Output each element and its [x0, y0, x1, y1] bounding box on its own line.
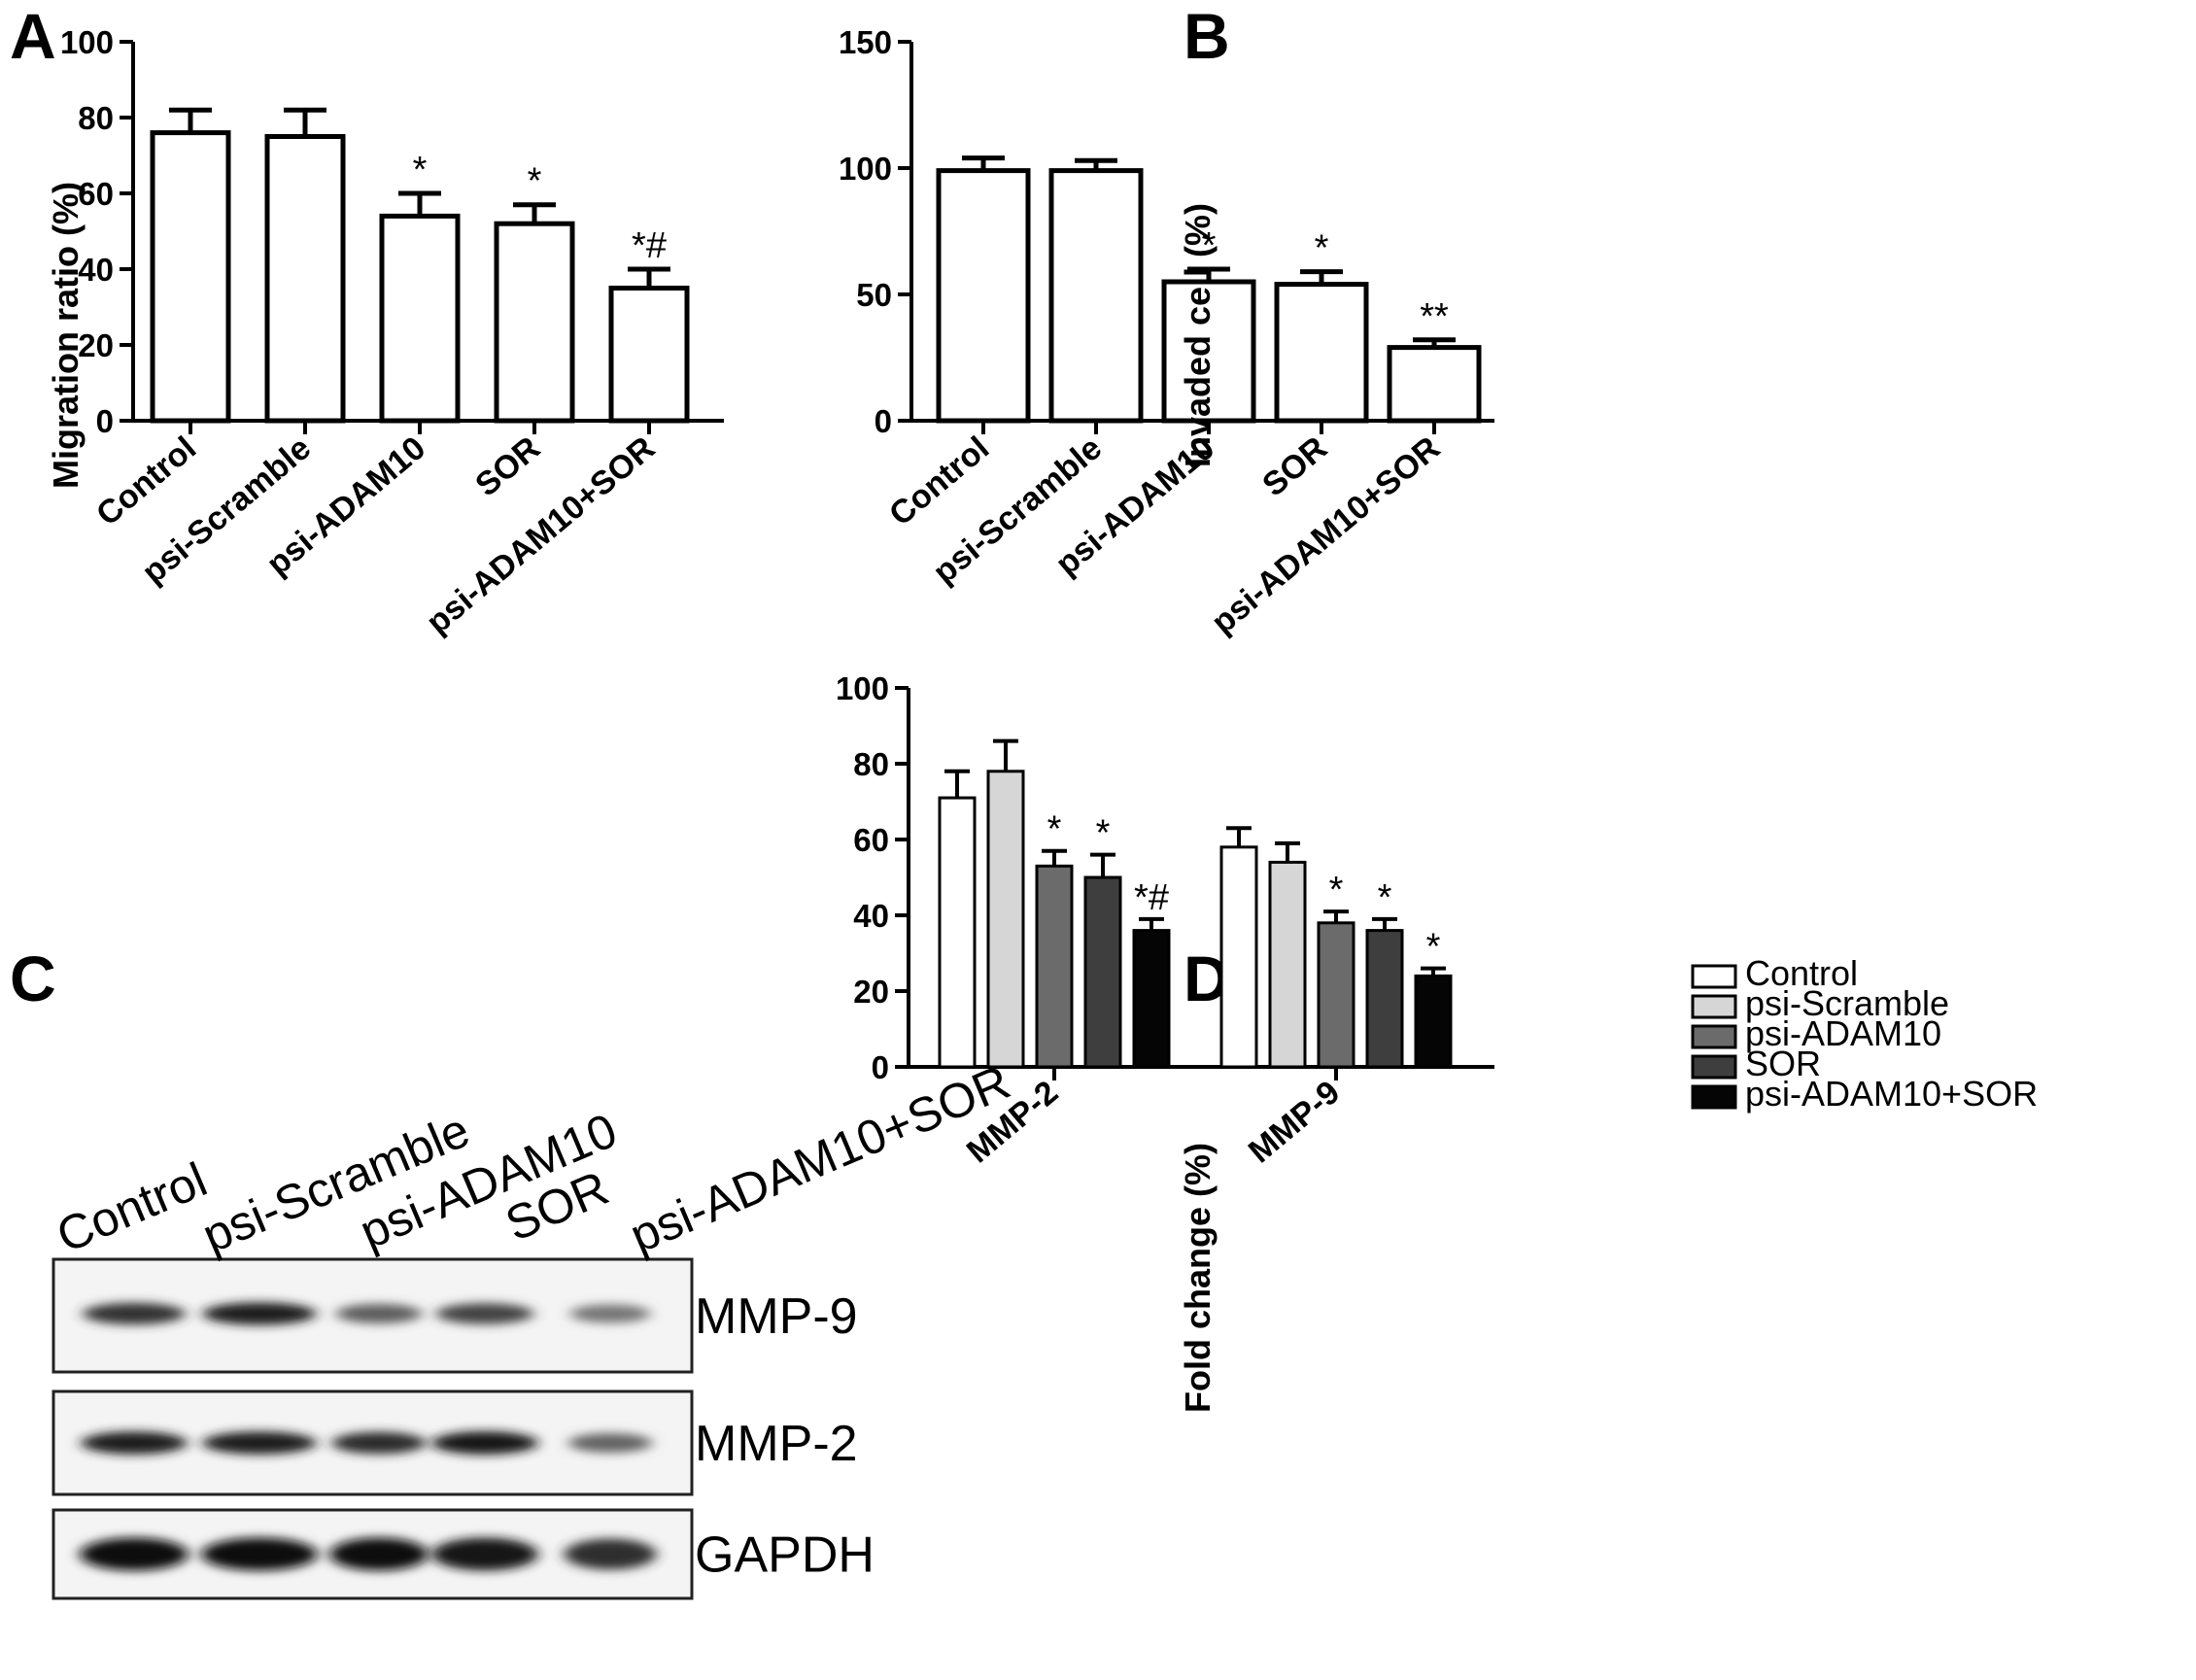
bar — [494, 221, 575, 424]
legend-label: psi-ADAM10+SOR — [1745, 1074, 2038, 1114]
significance-label: * — [1426, 927, 1441, 968]
legend-label: psi-Scramble — [1745, 983, 1949, 1023]
chart-invasion: 050100150Controlpsi-Scramble*psi-ADAM10*… — [839, 24, 1494, 641]
y-tick-label: 20 — [78, 327, 114, 363]
protein-band — [80, 1537, 189, 1571]
bar — [986, 770, 1025, 1069]
significance-label: * — [1047, 809, 1062, 850]
y-tick-label: 100 — [60, 24, 114, 60]
bar — [1219, 845, 1258, 1069]
bar — [608, 286, 690, 424]
significance-label: * — [1202, 225, 1217, 266]
y-tick-label: 40 — [853, 898, 889, 934]
y-tick-label: 40 — [78, 252, 114, 288]
significance-label: *# — [1134, 877, 1169, 918]
bar — [1274, 282, 1369, 424]
significance-label: * — [1329, 870, 1344, 910]
y-tick-label: 100 — [836, 670, 889, 706]
protein-band — [202, 1302, 317, 1325]
protein-band — [81, 1431, 188, 1455]
protein-band — [569, 1304, 651, 1323]
panel-label-a: A — [10, 0, 56, 72]
protein-band — [329, 1537, 429, 1571]
bar — [150, 130, 231, 424]
protein-band — [431, 1537, 538, 1571]
protein-band — [431, 1431, 538, 1455]
bar — [1387, 345, 1482, 424]
legend-swatch — [1691, 994, 1737, 1019]
bar — [1317, 921, 1355, 1069]
legend-swatch — [1691, 964, 1737, 989]
y-tick-label: 80 — [853, 746, 889, 782]
chart-a-ylabel: Migration ratio (%) — [46, 182, 86, 489]
bar — [1414, 974, 1453, 1069]
panel-label-b: B — [1184, 0, 1230, 72]
legend-swatch — [1691, 1024, 1737, 1049]
significance-label: * — [1315, 228, 1329, 269]
chart-b-ylabel: Invaded cell (%) — [1178, 203, 1218, 467]
protein-band — [567, 1432, 653, 1454]
protein-band — [335, 1303, 423, 1324]
bar — [1083, 875, 1122, 1069]
x-tick-label: MMP-9 — [1242, 1074, 1347, 1171]
protein-band — [331, 1431, 427, 1455]
bar — [938, 796, 977, 1069]
significance-label: *# — [632, 225, 667, 266]
chart-d-ylabel: Fold change (%) — [1178, 1143, 1218, 1413]
protein-label: MMP-2 — [695, 1416, 858, 1472]
x-tick-label: SOR — [468, 429, 547, 503]
legend-label: psi-ADAM10 — [1745, 1013, 1941, 1053]
significance-label: * — [1378, 877, 1392, 918]
legend-label: Control — [1745, 953, 1858, 993]
bar — [936, 168, 1031, 424]
protein-band — [564, 1538, 657, 1570]
significance-label: * — [528, 161, 542, 202]
protein-band — [435, 1303, 534, 1324]
y-tick-label: 20 — [853, 974, 889, 1010]
protein-band — [202, 1431, 317, 1455]
significance-label: * — [1096, 813, 1111, 854]
y-tick-label: 0 — [96, 403, 114, 439]
protein-band — [83, 1302, 186, 1325]
chart-migration: 020406080100Controlpsi-Scramble*psi-ADAM… — [60, 24, 724, 641]
y-tick-label: 0 — [875, 403, 892, 439]
significance-label: * — [413, 150, 428, 190]
panel-label-c: C — [10, 943, 56, 1014]
y-tick-label: 0 — [872, 1049, 889, 1085]
western-blot: MMP-9MMP-2GAPDHControlpsi-Scramblepsi-AD… — [49, 1054, 1017, 1600]
bar — [1035, 864, 1074, 1069]
y-tick-label: 150 — [839, 24, 892, 60]
x-tick-label: SOR — [1255, 429, 1334, 503]
x-tick-label: Control — [89, 429, 203, 533]
lane-label: Control — [49, 1152, 214, 1264]
y-tick-label: 50 — [856, 277, 892, 313]
bar — [1132, 929, 1171, 1069]
legend-swatch — [1691, 1054, 1737, 1080]
legend-swatch — [1691, 1084, 1737, 1110]
lane-label: psi-ADAM10+SOR — [622, 1054, 1017, 1263]
bar — [1268, 860, 1307, 1069]
y-tick-label: 60 — [853, 822, 889, 858]
bar — [379, 213, 461, 424]
y-tick-label: 60 — [78, 176, 114, 212]
y-tick-label: 80 — [78, 100, 114, 136]
protein-label: MMP-9 — [695, 1288, 858, 1345]
legend-label: SOR — [1745, 1044, 1821, 1083]
bar — [264, 134, 346, 424]
protein-label: GAPDH — [695, 1527, 875, 1584]
significance-label: ** — [1420, 296, 1449, 337]
protein-band — [201, 1537, 318, 1571]
bar — [1048, 168, 1144, 424]
bar — [1365, 929, 1404, 1069]
y-tick-label: 100 — [839, 151, 892, 187]
